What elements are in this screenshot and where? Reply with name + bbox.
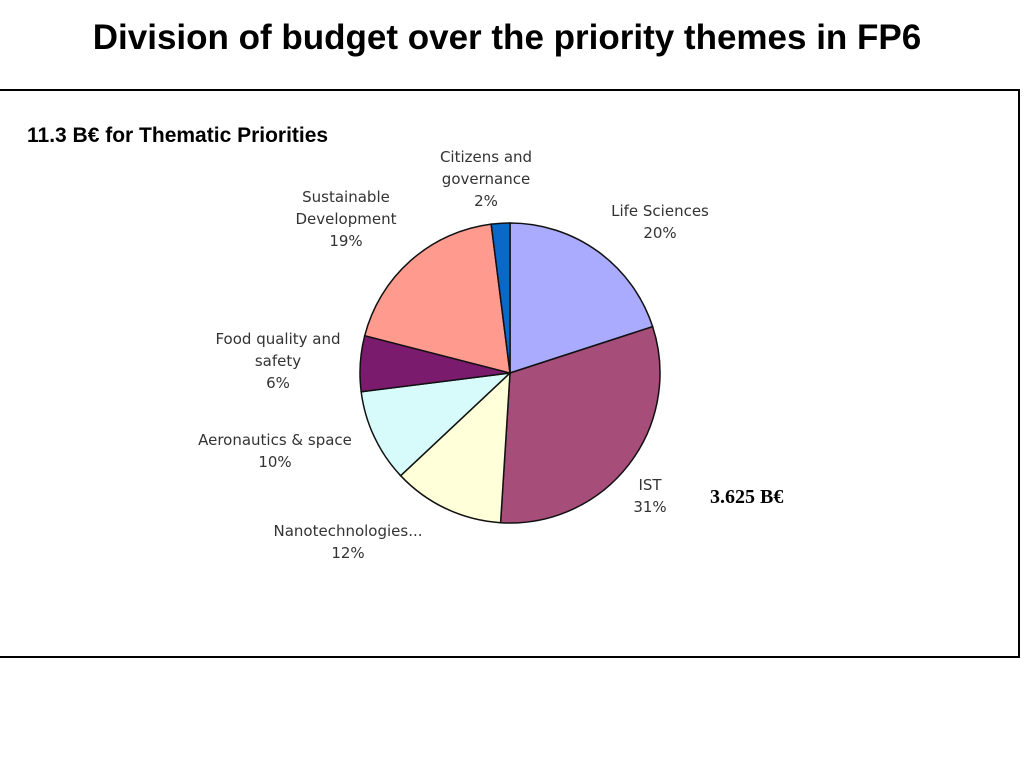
slice-label: Citizens and governance 2%	[440, 148, 532, 210]
slice-label: Life Sciences 20%	[611, 202, 709, 242]
pie-slice	[360, 371, 513, 477]
slice-label: Aeronautics & space 10%	[198, 431, 352, 471]
slice-label: Sustainable Development 19%	[296, 188, 397, 250]
pie-slice	[399, 371, 511, 524]
slice-label: Nanotechnologies... 12%	[273, 522, 422, 562]
ist-amount-label: 3.625 B€	[710, 486, 784, 508]
slice-label: Food quality and safety 6%	[215, 330, 340, 392]
slice-label: IST 31%	[633, 476, 666, 516]
pie-slice	[490, 222, 511, 374]
chart-subtitle: 11.3 B€ for Thematic Priorities	[27, 124, 329, 147]
pie-slice	[363, 223, 511, 375]
slide-title: Division of budget over the priority the…	[92, 18, 922, 57]
pie-slice	[509, 222, 654, 375]
pie-slice	[499, 325, 661, 524]
